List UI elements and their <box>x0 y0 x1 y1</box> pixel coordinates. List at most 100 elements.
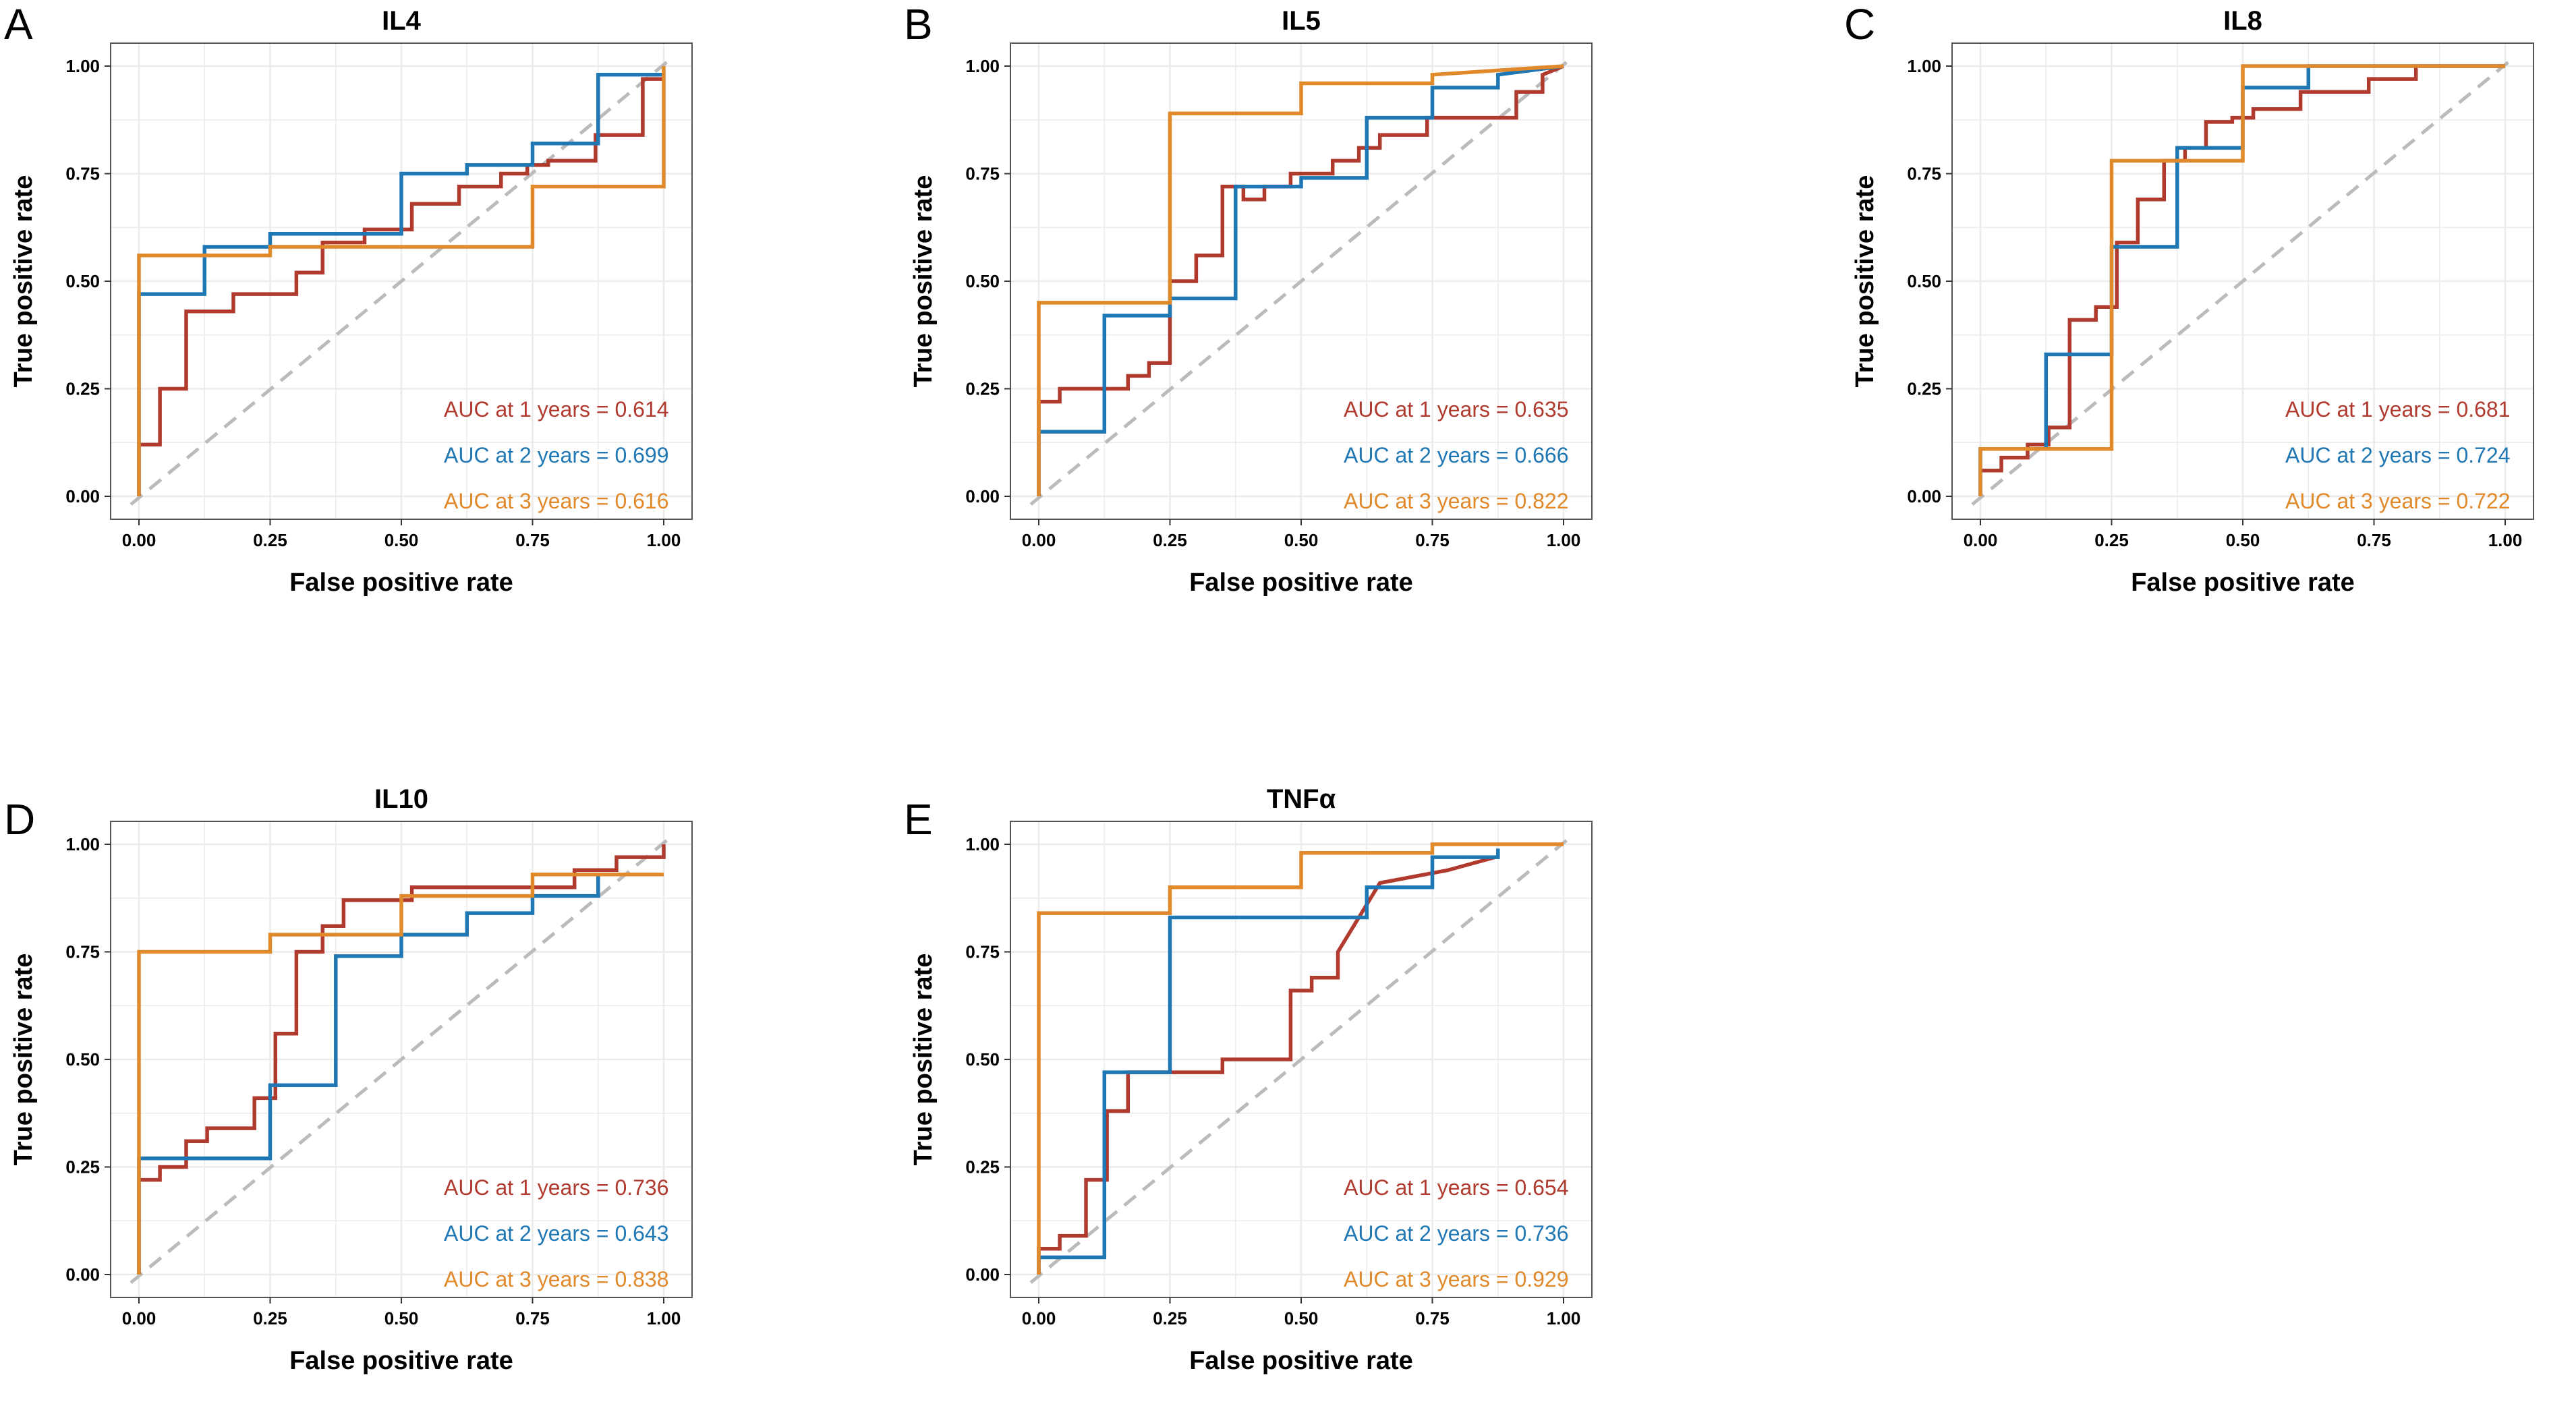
y-tick-label: 0.50 <box>65 1049 100 1070</box>
diagonal-reference-line <box>1971 57 2515 506</box>
auc-label-3-years: AUC at 3 years = 0.722 <box>2285 489 2511 513</box>
panel-letter: C <box>1844 0 1875 49</box>
auc-label-3-years: AUC at 3 years = 0.822 <box>1344 489 1569 513</box>
y-tick-label: 0.75 <box>65 942 100 962</box>
x-tick-label: 0.75 <box>515 530 550 550</box>
y-tick-label: 0.25 <box>965 1157 1000 1177</box>
chart-title: IL5 <box>1282 6 1321 36</box>
roc-curve-3-years <box>1037 842 1564 1275</box>
roc-curve-1-years <box>1037 855 1496 1275</box>
auc-label-1-years: AUC at 1 years = 0.736 <box>444 1175 669 1200</box>
x-tick-label: 0.00 <box>1022 530 1056 550</box>
y-tick-label: 0.25 <box>65 1157 100 1177</box>
auc-label-2-years: AUC at 2 years = 0.736 <box>1344 1221 1569 1246</box>
diagonal-reference-line <box>130 835 673 1284</box>
y-tick-label: 0.00 <box>65 1264 100 1285</box>
y-axis-label: True positive rate <box>9 175 38 388</box>
panel-letter: A <box>4 0 33 49</box>
roc-curve-1-years <box>1037 64 1565 496</box>
auc-label-2-years: AUC at 2 years = 0.643 <box>444 1221 669 1246</box>
chart-title: IL4 <box>382 6 422 36</box>
panel-letter: E <box>904 795 933 844</box>
x-tick-label: 0.00 <box>1022 1308 1056 1328</box>
y-tick-label: 0.25 <box>65 379 100 399</box>
y-tick-label: 0.75 <box>965 164 1000 184</box>
x-tick-label: 0.25 <box>253 530 287 550</box>
roc-curve-2-years <box>137 73 664 496</box>
auc-label-2-years: AUC at 2 years = 0.699 <box>444 443 669 467</box>
x-tick-label: 1.00 <box>1547 1308 1581 1328</box>
x-tick-label: 0.25 <box>1153 530 1187 550</box>
y-tick-label: 0.00 <box>965 486 1000 506</box>
roc-curve-1-years <box>137 77 664 496</box>
chart-title: IL8 <box>2223 6 2262 36</box>
x-tick-label: 1.00 <box>647 1308 681 1328</box>
chart-title: TNFα <box>1267 784 1336 814</box>
y-tick-label: 1.00 <box>65 834 100 854</box>
x-tick-label: 0.50 <box>2226 530 2260 550</box>
x-tick-label: 0.75 <box>515 1308 550 1328</box>
panel-letter: D <box>4 795 35 844</box>
x-tick-label: 0.50 <box>1284 530 1319 550</box>
x-tick-label: 1.00 <box>647 530 681 550</box>
y-tick-label: 1.00 <box>1907 56 1941 76</box>
auc-label-1-years: AUC at 1 years = 0.635 <box>1344 397 1569 421</box>
x-axis-label: False positive rate <box>1189 1347 1413 1375</box>
x-tick-label: 1.00 <box>2488 530 2523 550</box>
x-tick-label: 1.00 <box>1547 530 1581 550</box>
y-tick-label: 0.75 <box>65 164 100 184</box>
y-tick-label: 0.25 <box>1907 379 1941 399</box>
roc-panel-b: B IL5 0.00 0.00 0.25 0.25 0.50 0.50 0.75 0.75 1.00… <box>904 0 1593 597</box>
y-axis-label: True positive rate <box>9 954 38 1166</box>
diagonal-reference-line <box>130 57 673 506</box>
y-axis-label: True positive rate <box>909 954 938 1166</box>
x-axis-label: False positive rate <box>2131 568 2355 597</box>
roc-curve-2-years <box>1037 848 1500 1275</box>
chart-title: IL10 <box>374 784 428 814</box>
roc-curve-1-years <box>1978 64 2505 496</box>
roc-panel-a: A IL4 0.00 0.00 0.25 0.25 0.50 0.50 0.75 0.75 1.00… <box>4 0 693 597</box>
x-tick-label: 0.50 <box>384 530 419 550</box>
auc-label-1-years: AUC at 1 years = 0.681 <box>2285 397 2511 421</box>
y-tick-label: 1.00 <box>965 834 1000 854</box>
y-tick-label: 0.00 <box>1907 486 1941 506</box>
x-axis-label: False positive rate <box>289 1347 513 1375</box>
roc-curve-2-years <box>1037 64 1564 496</box>
panel-letter: B <box>904 0 933 49</box>
roc-curve-3-years <box>137 66 666 496</box>
auc-label-2-years: AUC at 2 years = 0.666 <box>1344 443 1569 467</box>
auc-label-3-years: AUC at 3 years = 0.616 <box>444 489 669 513</box>
y-tick-label: 0.75 <box>1907 164 1941 184</box>
y-tick-label: 0.75 <box>965 942 1000 962</box>
y-tick-label: 0.00 <box>965 1264 1000 1285</box>
auc-label-1-years: AUC at 1 years = 0.654 <box>1344 1175 1569 1200</box>
y-tick-label: 0.50 <box>965 1049 1000 1070</box>
y-tick-label: 0.00 <box>65 486 100 506</box>
x-tick-label: 0.50 <box>1284 1308 1319 1328</box>
y-tick-label: 1.00 <box>965 56 1000 76</box>
diagonal-reference-line <box>1029 835 1573 1284</box>
x-tick-label: 0.00 <box>122 1308 156 1328</box>
x-tick-label: 0.75 <box>1415 1308 1450 1328</box>
auc-label-3-years: AUC at 3 years = 0.929 <box>1344 1267 1569 1291</box>
roc-curve-3-years <box>1978 64 2505 496</box>
x-tick-label: 0.75 <box>2357 530 2391 550</box>
auc-label-2-years: AUC at 2 years = 0.724 <box>2285 443 2511 467</box>
auc-label-1-years: AUC at 1 years = 0.614 <box>444 397 669 421</box>
x-tick-label: 0.00 <box>1964 530 1998 550</box>
roc-panel-d: D IL10 0.00 0.00 0.25 0.25 0.50 0.50 0.75 0.75 1.0… <box>4 784 693 1375</box>
y-tick-label: 0.50 <box>65 271 100 291</box>
y-axis-label: True positive rate <box>1851 175 1879 388</box>
y-axis-label: True positive rate <box>909 175 938 388</box>
x-axis-label: False positive rate <box>289 568 513 597</box>
x-tick-label: 0.50 <box>384 1308 419 1328</box>
x-tick-label: 0.25 <box>1153 1308 1187 1328</box>
y-tick-label: 1.00 <box>65 56 100 76</box>
x-axis-label: False positive rate <box>1189 568 1413 597</box>
y-tick-label: 0.50 <box>1907 271 1941 291</box>
roc-curve-3-years <box>137 872 664 1275</box>
auc-label-3-years: AUC at 3 years = 0.838 <box>444 1267 669 1291</box>
diagonal-reference-line <box>1029 57 1573 506</box>
x-tick-label: 0.25 <box>253 1308 287 1328</box>
